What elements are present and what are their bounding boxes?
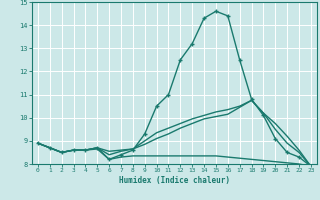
X-axis label: Humidex (Indice chaleur): Humidex (Indice chaleur) xyxy=(119,176,230,185)
